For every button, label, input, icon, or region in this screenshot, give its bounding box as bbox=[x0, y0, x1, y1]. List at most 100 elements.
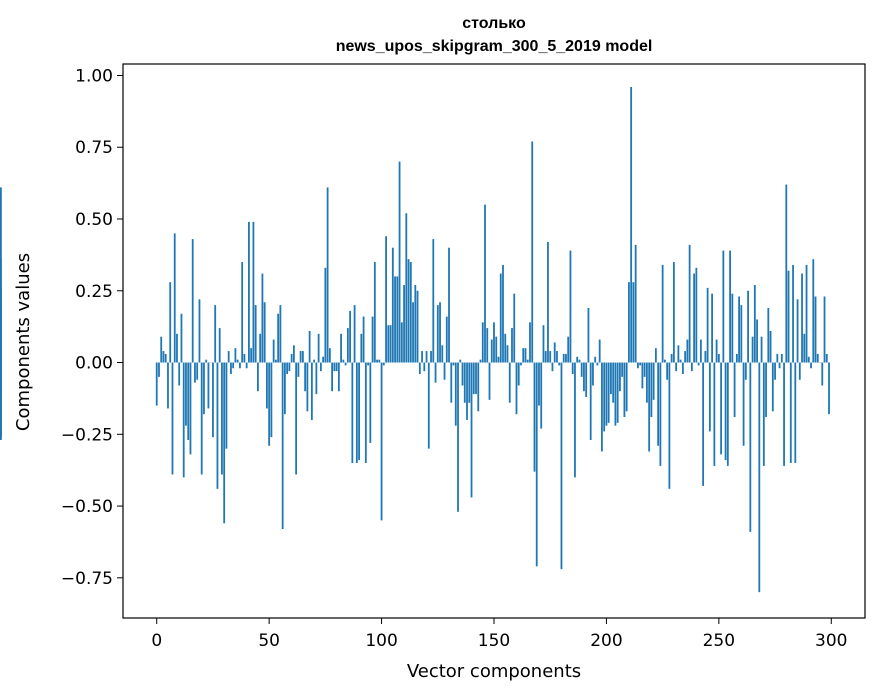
bar bbox=[664, 360, 666, 363]
x-tick-label: 150 bbox=[478, 631, 510, 651]
bar bbox=[349, 311, 351, 363]
bar bbox=[774, 363, 776, 380]
bar bbox=[381, 363, 383, 521]
bar bbox=[223, 363, 225, 524]
chart-title-line1: столько bbox=[462, 15, 526, 32]
bar bbox=[563, 354, 565, 363]
bar bbox=[387, 325, 389, 362]
bar bbox=[756, 319, 758, 362]
bar bbox=[682, 363, 684, 374]
bar bbox=[453, 363, 455, 366]
bar bbox=[163, 351, 165, 362]
bar bbox=[277, 314, 279, 363]
bar bbox=[221, 363, 223, 475]
bar bbox=[212, 363, 214, 438]
bar bbox=[536, 363, 538, 567]
bar bbox=[668, 363, 670, 489]
bar bbox=[574, 363, 576, 478]
bar bbox=[306, 363, 308, 412]
bar bbox=[522, 348, 524, 362]
y-tick-label: 1.00 bbox=[75, 66, 113, 86]
bar bbox=[192, 239, 194, 362]
bar bbox=[747, 291, 749, 363]
bar bbox=[828, 363, 830, 415]
bar bbox=[304, 363, 306, 392]
bar bbox=[500, 274, 502, 363]
bar bbox=[592, 363, 594, 386]
bar bbox=[520, 363, 522, 366]
bar bbox=[713, 363, 715, 466]
bar bbox=[680, 360, 682, 363]
bar bbox=[788, 271, 790, 363]
bar bbox=[428, 363, 430, 449]
bar bbox=[531, 142, 533, 363]
bar bbox=[439, 302, 441, 362]
bar bbox=[194, 363, 196, 383]
bar bbox=[637, 363, 639, 369]
bar bbox=[235, 348, 237, 362]
bar bbox=[331, 363, 333, 392]
bar bbox=[248, 222, 250, 363]
bar bbox=[401, 322, 403, 362]
bar bbox=[599, 340, 601, 363]
bar bbox=[448, 248, 450, 363]
bar bbox=[286, 363, 288, 374]
bar bbox=[803, 334, 805, 363]
bar bbox=[477, 363, 479, 412]
bar bbox=[772, 363, 774, 412]
bar bbox=[313, 360, 315, 363]
bar bbox=[232, 363, 234, 369]
bar bbox=[208, 363, 210, 409]
bar bbox=[201, 363, 203, 475]
bar bbox=[264, 302, 266, 362]
bar bbox=[617, 363, 619, 423]
bar bbox=[576, 357, 578, 363]
bar bbox=[482, 322, 484, 362]
bar bbox=[583, 363, 585, 392]
bar bbox=[743, 363, 745, 446]
bar bbox=[675, 363, 677, 372]
bar bbox=[588, 308, 590, 363]
bar bbox=[199, 299, 201, 362]
bar bbox=[594, 357, 596, 363]
bar bbox=[630, 87, 632, 363]
bar bbox=[801, 274, 803, 363]
bar bbox=[529, 322, 531, 362]
bar bbox=[495, 337, 497, 363]
y-tick-label: −0.50 bbox=[61, 497, 113, 517]
bar bbox=[365, 363, 367, 463]
bar bbox=[545, 351, 547, 362]
bar bbox=[466, 363, 468, 420]
bar bbox=[543, 325, 545, 362]
bar bbox=[226, 363, 228, 449]
bar bbox=[585, 363, 587, 397]
bar bbox=[338, 363, 340, 392]
bar bbox=[695, 268, 697, 363]
bar bbox=[282, 363, 284, 529]
bar bbox=[718, 354, 720, 363]
bar bbox=[516, 363, 518, 415]
bar bbox=[561, 363, 563, 570]
bar bbox=[367, 363, 369, 366]
bar bbox=[190, 363, 192, 455]
bar bbox=[581, 363, 583, 377]
bar bbox=[0, 288, 2, 363]
bar bbox=[579, 360, 581, 363]
y-axis-label: Components values bbox=[13, 253, 34, 431]
bar bbox=[169, 282, 171, 362]
bar bbox=[709, 363, 711, 432]
bar bbox=[540, 363, 542, 429]
bar bbox=[507, 345, 509, 362]
bar bbox=[547, 242, 549, 363]
bar bbox=[441, 345, 443, 362]
x-tick-label: 100 bbox=[365, 631, 397, 651]
bar bbox=[271, 363, 273, 438]
bar bbox=[351, 363, 353, 463]
bar bbox=[392, 248, 394, 363]
y-tick-label: −0.25 bbox=[61, 425, 113, 445]
bar bbox=[538, 363, 540, 406]
bar bbox=[716, 340, 718, 363]
bar bbox=[815, 297, 817, 363]
bar bbox=[758, 363, 760, 593]
bar bbox=[484, 205, 486, 363]
